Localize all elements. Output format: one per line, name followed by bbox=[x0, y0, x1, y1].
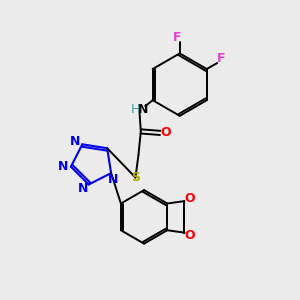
Text: F: F bbox=[172, 31, 181, 44]
Text: N: N bbox=[57, 160, 68, 173]
Text: H: H bbox=[131, 103, 140, 116]
Text: O: O bbox=[184, 192, 195, 205]
Text: N: N bbox=[70, 135, 80, 148]
Text: N: N bbox=[107, 173, 118, 186]
Text: N: N bbox=[138, 103, 148, 116]
Text: O: O bbox=[161, 126, 171, 140]
Text: S: S bbox=[131, 171, 140, 184]
Text: N: N bbox=[78, 182, 88, 196]
Text: F: F bbox=[218, 52, 226, 65]
Text: O: O bbox=[184, 229, 195, 242]
